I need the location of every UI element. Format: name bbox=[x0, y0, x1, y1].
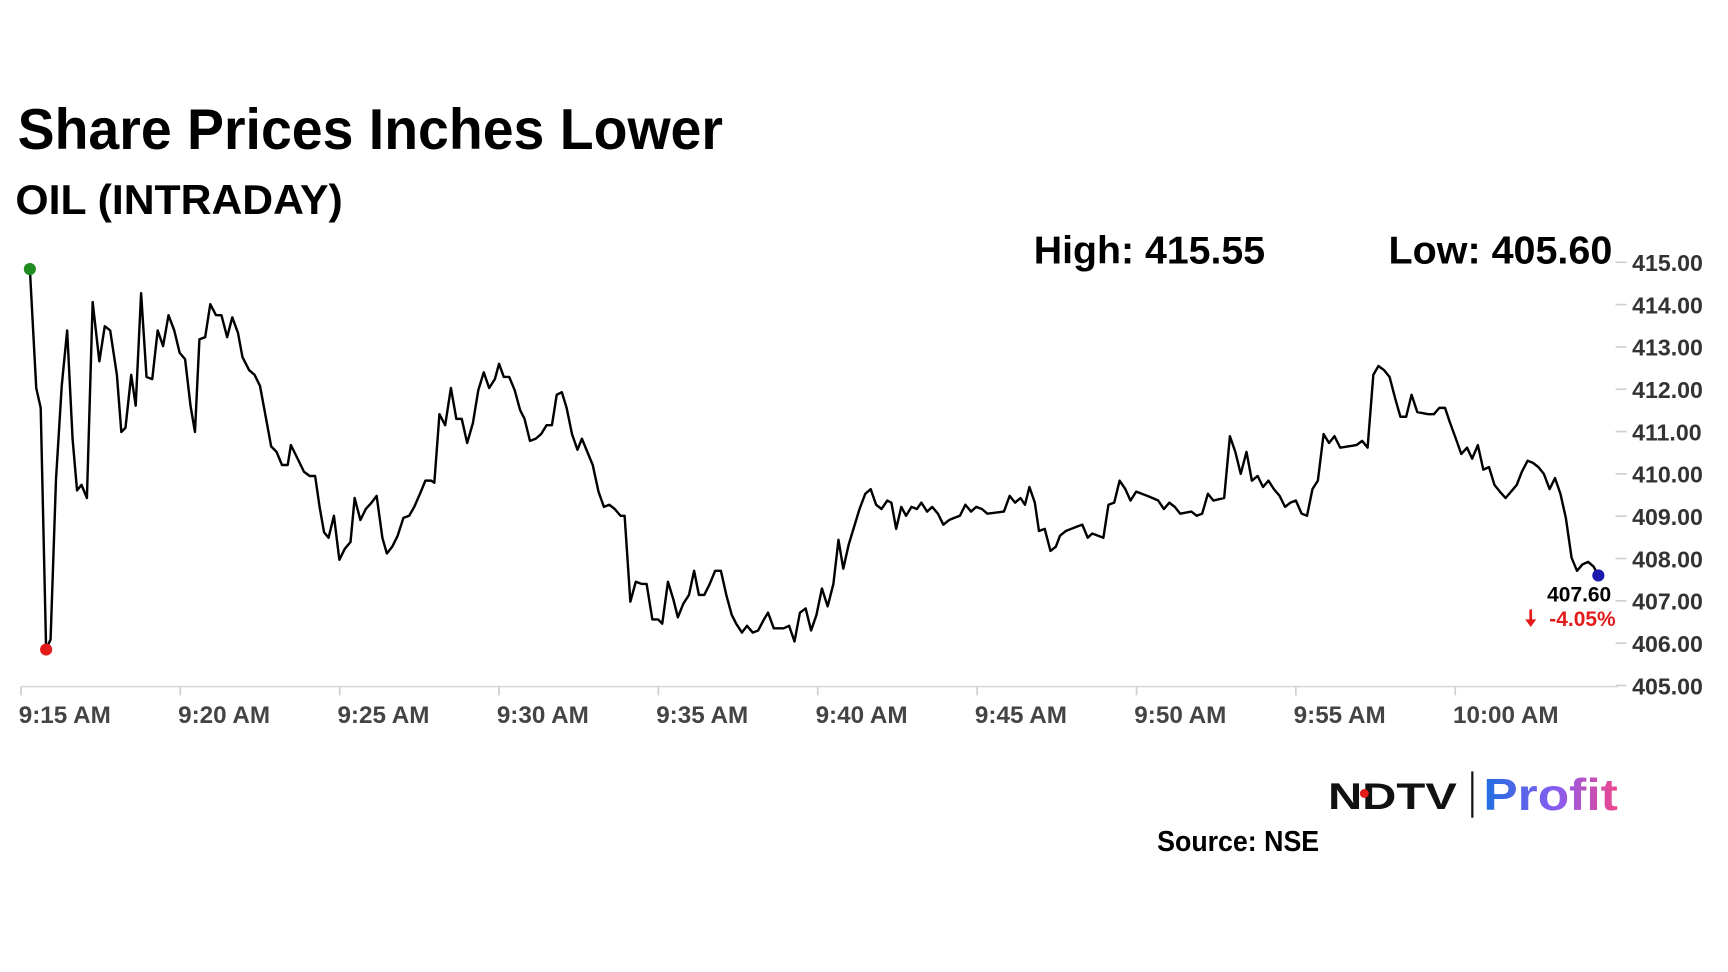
y-tick-label: 411.00 bbox=[1632, 419, 1701, 445]
low-marker bbox=[40, 643, 53, 656]
end-marker bbox=[1592, 569, 1605, 582]
source-note: Source: NSE bbox=[1157, 826, 1319, 858]
logo: NDTV Profit bbox=[1328, 771, 1618, 820]
x-tick-label: 9:40 AM bbox=[816, 702, 908, 729]
y-tick-label: 410.00 bbox=[1632, 462, 1703, 488]
y-tick-label: 415.00 bbox=[1632, 250, 1703, 276]
y-tick-label: 409.00 bbox=[1632, 504, 1703, 530]
x-tick-label: 9:55 AM bbox=[1294, 702, 1386, 729]
x-tick-label: 9:45 AM bbox=[975, 702, 1067, 729]
down-arrow bbox=[1525, 609, 1537, 628]
logo-dot bbox=[1359, 789, 1369, 798]
y-tick-label: 406.00 bbox=[1632, 631, 1703, 657]
y-tick-label: 405.00 bbox=[1632, 673, 1703, 699]
y-tick-label: 408.00 bbox=[1632, 546, 1703, 572]
x-tick-label: 9:20 AM bbox=[178, 702, 270, 729]
start-marker bbox=[23, 262, 36, 276]
x-tick-label: 9:15 AM bbox=[19, 702, 111, 729]
y-tick-label: 412.00 bbox=[1632, 377, 1703, 403]
x-tick-label: 9:50 AM bbox=[1134, 702, 1226, 729]
x-tick-label: 9:30 AM bbox=[497, 702, 589, 729]
logo-ndtv: NDTV bbox=[1328, 775, 1457, 817]
x-tick-label: 10:00 AM bbox=[1453, 702, 1559, 729]
price-line bbox=[28, 268, 1600, 651]
x-tick-label: 9:35 AM bbox=[656, 702, 748, 729]
high-annotation: High: 415.55 bbox=[1034, 229, 1265, 272]
change-label: -4.05% bbox=[1549, 608, 1616, 631]
y-tick-label: 407.00 bbox=[1632, 589, 1703, 615]
x-tick-label: 9:25 AM bbox=[337, 702, 429, 729]
chart-subtitle: OIL (INTRADAY) bbox=[15, 176, 342, 223]
last-price-label: 407.60 bbox=[1547, 584, 1611, 607]
y-tick-label: 413.00 bbox=[1632, 335, 1703, 361]
logo-profit: Profit bbox=[1483, 771, 1618, 820]
y-tick-label: 414.00 bbox=[1632, 292, 1703, 318]
low-annotation: Low: 405.60 bbox=[1389, 229, 1613, 272]
chart-title: Share Prices Inches Lower bbox=[18, 98, 723, 162]
